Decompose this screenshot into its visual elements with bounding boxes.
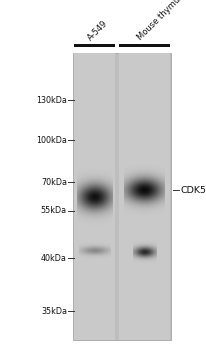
Text: 55kDa: 55kDa bbox=[41, 206, 67, 215]
Text: 130kDa: 130kDa bbox=[36, 96, 67, 105]
Text: Mouse thymus: Mouse thymus bbox=[136, 0, 186, 42]
Text: 70kDa: 70kDa bbox=[41, 178, 67, 187]
Text: CDK5RAP1: CDK5RAP1 bbox=[180, 186, 206, 195]
Bar bbox=[74, 44, 115, 47]
Bar bbox=[119, 44, 170, 47]
Bar bbox=[74, 52, 115, 340]
Text: 100kDa: 100kDa bbox=[36, 136, 67, 145]
Text: A-549: A-549 bbox=[86, 19, 110, 42]
Text: 35kDa: 35kDa bbox=[41, 307, 67, 316]
Bar bbox=[73, 52, 171, 340]
Text: 40kDa: 40kDa bbox=[41, 254, 67, 263]
Bar bbox=[119, 52, 170, 340]
